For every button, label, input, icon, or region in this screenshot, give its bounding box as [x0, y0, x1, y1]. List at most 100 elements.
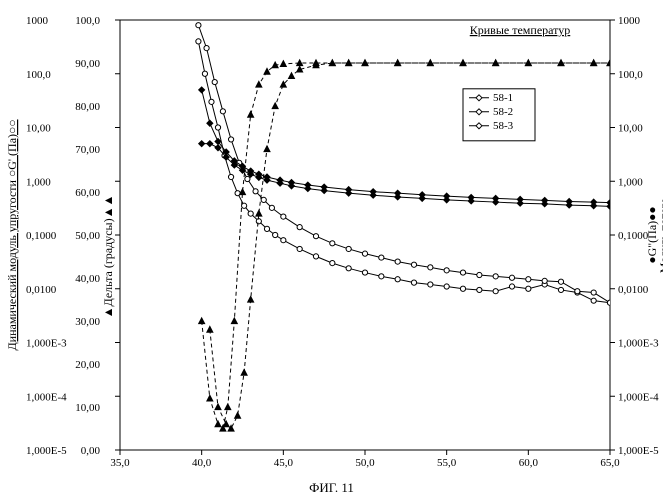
marker-solid-diamond	[207, 120, 213, 126]
marker-open-circle	[209, 99, 214, 104]
marker-solid-triangle	[199, 318, 205, 324]
y1-tick-label: 1000	[26, 15, 49, 27]
marker-solid-triangle	[231, 318, 237, 324]
marker-open-circle	[460, 286, 465, 291]
marker-open-circle	[273, 232, 278, 237]
marker-open-circle	[215, 125, 220, 130]
chart-title: Кривые температур	[470, 23, 571, 37]
x-tick-label: 40,0	[192, 457, 212, 469]
marker-solid-diamond	[607, 203, 613, 209]
marker-open-circle	[330, 261, 335, 266]
x-tick-label: 50,0	[355, 457, 375, 469]
marker-open-circle	[428, 265, 433, 270]
y2-tick-label: 90,00	[75, 58, 100, 70]
marker-solid-triangle	[264, 146, 270, 152]
marker-open-circle	[346, 266, 351, 271]
marker-open-circle	[242, 203, 247, 208]
marker-open-circle	[428, 282, 433, 287]
y2-tick-label: 60,00	[75, 187, 100, 199]
marker-open-circle	[395, 277, 400, 282]
marker-open-circle	[575, 289, 580, 294]
marker-solid-triangle	[256, 81, 262, 87]
marker-solid-diamond	[395, 194, 401, 200]
marker-solid-triangle	[215, 404, 221, 410]
series-delta-58-1	[202, 63, 610, 429]
y1-tick-label: 1,000E-3	[26, 338, 67, 350]
y2-axis-label: ▲Дельта (градусы)▲▲	[101, 195, 115, 319]
y2-tick-label: 0,00	[81, 445, 101, 457]
marker-open-circle	[379, 255, 384, 260]
yr-tick-label: 0,0100	[618, 284, 649, 296]
marker-solid-triangle	[264, 68, 270, 74]
marker-open-circle	[411, 262, 416, 267]
y2-tick-label: 40,00	[75, 273, 100, 285]
x-tick-label: 65,0	[600, 457, 620, 469]
marker-open-circle	[228, 137, 233, 142]
marker-solid-diamond	[207, 141, 213, 147]
marker-open-circle	[330, 241, 335, 246]
marker-open-circle	[269, 205, 274, 210]
marker-solid-triangle	[289, 73, 295, 79]
marker-open-circle	[297, 246, 302, 251]
y1-axis-label: Динамический модуль упругости ○G' (Па)○○	[5, 119, 19, 350]
marker-open-circle	[509, 284, 514, 289]
marker-open-circle	[558, 279, 563, 284]
marker-open-circle	[248, 211, 253, 216]
legend-label: 58-2	[493, 106, 513, 118]
y2-tick-label: 20,00	[75, 359, 100, 371]
series-Gpp-58-1	[202, 90, 610, 203]
marker-open-circle	[526, 277, 531, 282]
marker-open-circle	[477, 272, 482, 277]
plot-border	[120, 20, 610, 450]
marker-open-circle	[509, 275, 514, 280]
marker-solid-triangle	[225, 404, 231, 410]
marker-solid-triangle	[280, 61, 286, 67]
yr-tick-label: 1,000E-3	[618, 338, 659, 350]
y2-tick-label: 30,00	[75, 316, 100, 328]
marker-open-circle	[362, 251, 367, 256]
yr-tick-label: 1,000E-5	[618, 445, 659, 457]
marker-open-circle	[261, 197, 266, 202]
marker-solid-triangle	[207, 395, 213, 401]
marker-open-circle	[591, 290, 596, 295]
marker-open-circle	[313, 234, 318, 239]
marker-solid-diamond	[199, 141, 205, 147]
yr-axis-sublabel: ●G"(Па)●●	[645, 206, 659, 263]
y2-tick-label: 100,0	[75, 15, 100, 27]
series-G'-58-2	[198, 25, 610, 302]
plot-group	[196, 23, 613, 431]
y1-tick-label: 10,00	[26, 123, 51, 135]
x-tick-label: 60,0	[519, 457, 539, 469]
marker-open-circle	[202, 71, 207, 76]
marker-open-circle	[460, 270, 465, 275]
marker-open-circle	[196, 23, 201, 28]
marker-solid-triangle	[235, 412, 241, 418]
y1-tick-label: 100,0	[26, 69, 51, 81]
marker-open-circle	[607, 300, 612, 305]
marker-open-circle	[204, 46, 209, 51]
marker-solid-triangle	[223, 421, 229, 427]
marker-open-circle	[558, 287, 563, 292]
legend-label: 58-3	[493, 120, 514, 132]
figure-caption: ФИГ. 11	[309, 480, 354, 495]
marker-open-circle	[297, 225, 302, 230]
yr-tick-label: 100,0	[618, 69, 643, 81]
y2-tick-label: 80,00	[75, 101, 100, 113]
marker-solid-triangle	[240, 189, 246, 195]
marker-open-circle	[477, 287, 482, 292]
marker-open-circle	[196, 39, 201, 44]
marker-open-circle	[526, 286, 531, 291]
marker-open-circle	[444, 284, 449, 289]
marker-solid-diamond	[199, 87, 205, 93]
marker-open-circle	[281, 238, 286, 243]
marker-solid-triangle	[248, 296, 254, 302]
y1-tick-label: 1,000E-4	[26, 391, 67, 403]
marker-solid-triangle	[241, 369, 247, 375]
yr-tick-label: 1,000	[618, 176, 643, 188]
marker-open-circle	[362, 270, 367, 275]
marker-solid-diamond	[517, 200, 523, 206]
marker-open-circle	[220, 109, 225, 114]
y1-tick-label: 1,000E-5	[26, 445, 67, 457]
marker-open-circle	[395, 259, 400, 264]
x-tick-label: 45,0	[274, 457, 294, 469]
